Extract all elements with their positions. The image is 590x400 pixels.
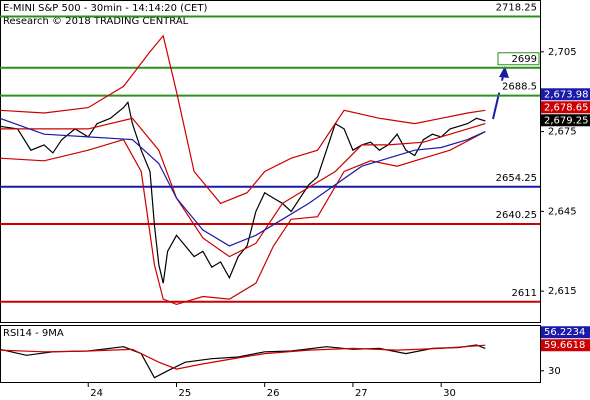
chart-title: E-MINI S&P 500 - 30min - 14:14:20 (CET) — [3, 3, 207, 14]
level-label: 2654.25 — [496, 173, 537, 184]
y-tick-label: 2,615 — [548, 286, 577, 297]
price-marker-label: 56.2234 — [544, 327, 585, 338]
price-marker — [541, 88, 590, 101]
price-marker-label: 2,679.25 — [544, 115, 589, 126]
price-panel — [0, 0, 541, 323]
level-label-bg — [498, 171, 539, 184]
x-tick-label: 30 — [443, 388, 456, 399]
price-marker-label: 2,678.65 — [544, 102, 589, 113]
level-label-bg — [498, 80, 539, 93]
y-tick-label: 2,705 — [548, 47, 577, 58]
x-tick-label: 25 — [178, 388, 191, 399]
rsi-panel — [0, 325, 541, 383]
series-line — [0, 344, 486, 379]
price-marker — [541, 114, 590, 127]
price-marker-label: 2,673.98 — [544, 89, 589, 100]
price-marker-label: 59.6618 — [544, 340, 585, 351]
level-label: 2699 — [512, 54, 537, 65]
level-label-bg — [497, 52, 540, 66]
level-label: 2688.5 — [502, 82, 537, 93]
level-label: 2640.25 — [496, 210, 537, 221]
y-tick-label: 2,645 — [548, 206, 577, 217]
level-label-bg — [498, 208, 539, 221]
series-line — [0, 344, 486, 370]
y-tick-label: 30 — [548, 366, 561, 377]
price-marker — [541, 339, 590, 352]
level-label-bg — [498, 1, 539, 14]
level-label: 2718.25 — [496, 3, 537, 14]
series-line — [0, 117, 486, 247]
level-label-bg — [498, 286, 539, 299]
x-tick-label: 26 — [267, 388, 280, 399]
series-line — [0, 131, 486, 306]
rsi-title: RSI14 - 9MA — [3, 328, 64, 339]
series-line — [0, 100, 486, 284]
level-label: 2611 — [512, 288, 537, 299]
price-marker — [541, 101, 590, 114]
chart-subtitle: Research © 2018 TRADING CENTRAL — [3, 16, 189, 27]
y-tick-label: 2,675 — [548, 127, 577, 138]
series-line — [0, 34, 486, 205]
x-tick-label: 27 — [355, 388, 368, 399]
series-line — [0, 117, 486, 258]
x-tick-label: 24 — [90, 388, 103, 399]
price-marker — [541, 326, 590, 339]
